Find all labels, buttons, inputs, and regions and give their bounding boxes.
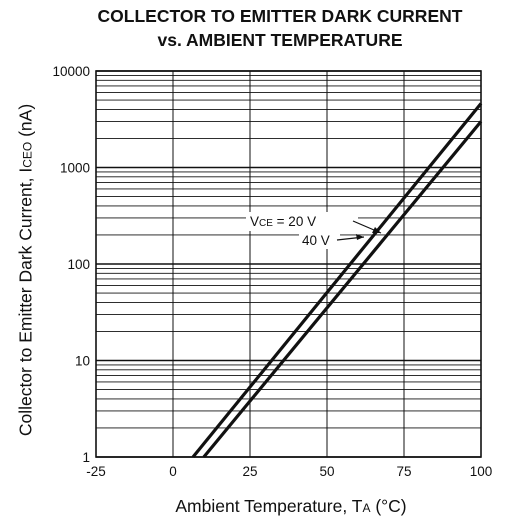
x-axis-label-text: Ambient Temperature, T [175,496,363,516]
chart-subtitle: vs. AMBIENT TEMPERATURE [157,30,403,50]
annotation-arrowhead-40v [356,234,364,240]
annotation-vce-20v: VCE = 20 V [250,214,316,229]
x-tick-label: 0 [169,464,177,479]
y-tick-label: 100 [67,257,90,272]
annotation-40v: 40 V [302,233,330,248]
annotation-vce-20v-sub: CE [259,218,273,229]
y-tick-label: 1 [82,450,90,465]
series-lines [191,102,483,459]
annotation-background-40v [299,231,340,249]
annotations: VCE = 20 V 40 V [246,212,382,249]
x-tick-label: 100 [470,464,493,479]
x-tick-label: 50 [319,464,334,479]
chart-title: COLLECTOR TO EMITTER DARK CURRENT [97,6,463,26]
annotation-vce-20v-v: V [250,214,259,229]
y-tick-label: 1000 [60,161,90,176]
y-tick-label: 10 [75,354,90,369]
annotation-arrowhead-20v [372,227,381,233]
series-line-vce-20v [191,102,483,459]
x-axis-label-subscript: A [362,501,371,515]
x-axis-label: Ambient Temperature, TA (°C) [96,496,486,517]
grid [95,70,482,458]
annotation-background-20v [246,212,358,231]
y-tick-label: 10000 [52,64,90,79]
plot-border [95,70,482,458]
tick-labels: -25 0 25 50 75 100 1 10 100 1000 10000 [52,64,492,479]
x-tick-label: 25 [242,464,257,479]
x-axis-label-unit: (°C) [370,496,407,516]
series-line-vce-40v [202,120,483,459]
x-tick-label: -25 [86,464,106,479]
annotation-vce-20v-rest: = 20 V [273,214,316,229]
x-tick-label: 75 [396,464,411,479]
